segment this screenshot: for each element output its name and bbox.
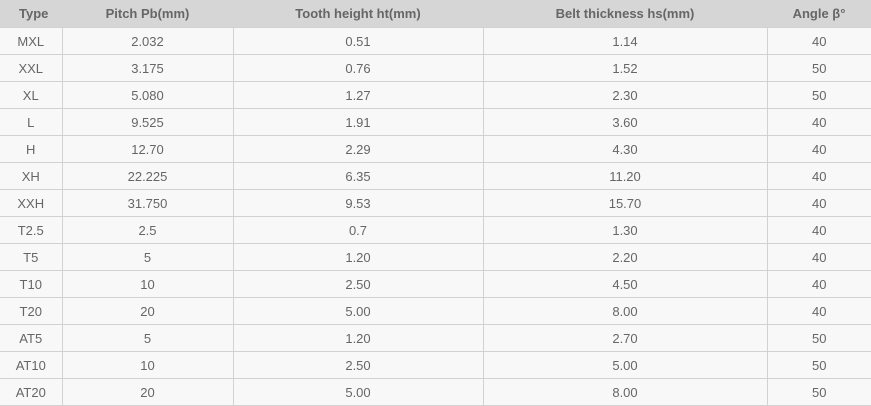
table-cell: XXH xyxy=(0,189,63,217)
column-header: Angle β° xyxy=(767,0,871,28)
table-cell: 40 xyxy=(766,243,871,271)
column-header: Belt thickness hs(mm) xyxy=(483,0,767,28)
table-cell: 40 xyxy=(766,135,871,163)
table-cell: 2.5 xyxy=(61,216,234,244)
table-cell: 40 xyxy=(766,108,871,136)
table-cell: 2.20 xyxy=(482,243,768,271)
table-cell: 50 xyxy=(766,378,871,406)
table-cell: 2.30 xyxy=(482,81,768,109)
table-cell: XH xyxy=(0,162,63,190)
table-cell: T2.5 xyxy=(0,216,63,244)
table-row: XXH 31.750 9.53 15.70 40 xyxy=(0,189,871,217)
table-cell: AT10 xyxy=(0,351,63,379)
table-row: XL 5.080 1.27 2.30 50 xyxy=(0,81,871,109)
table-cell: 50 xyxy=(766,324,871,352)
table-cell: T20 xyxy=(0,297,63,325)
table-cell: H xyxy=(0,135,63,163)
table-cell: 10 xyxy=(61,270,234,298)
table-cell: L xyxy=(0,108,63,136)
table-cell: 40 xyxy=(766,270,871,298)
table-cell: 2.70 xyxy=(482,324,768,352)
table-cell: 5.00 xyxy=(482,351,768,379)
table-cell: 2.032 xyxy=(61,27,234,55)
table-cell: XXL xyxy=(0,54,63,82)
table-cell: 2.50 xyxy=(232,351,484,379)
table-cell: MXL xyxy=(0,27,63,55)
table-cell: T10 xyxy=(0,270,63,298)
table-cell: XL xyxy=(0,81,63,109)
table-cell: 20 xyxy=(61,378,234,406)
table-cell: 4.30 xyxy=(482,135,768,163)
table-cell: 1.20 xyxy=(232,324,484,352)
table-row: T2.5 2.5 0.7 1.30 40 xyxy=(0,216,871,244)
table-row: XH 22.225 6.35 11.20 40 xyxy=(0,162,871,190)
table-row: AT5 5 1.20 2.70 50 xyxy=(0,324,871,352)
table-cell: 1.52 xyxy=(482,54,768,82)
table-cell: 1.30 xyxy=(482,216,768,244)
table-cell: 50 xyxy=(766,351,871,379)
table-cell: 10 xyxy=(61,351,234,379)
table-cell: 2.29 xyxy=(232,135,484,163)
table-row: H 12.70 2.29 4.30 40 xyxy=(0,135,871,163)
table-cell: AT5 xyxy=(0,324,63,352)
table-cell: 12.70 xyxy=(61,135,234,163)
table-cell: 22.225 xyxy=(61,162,234,190)
table-cell: 40 xyxy=(766,216,871,244)
table-cell: 1.20 xyxy=(232,243,484,271)
table-cell: 2.50 xyxy=(232,270,484,298)
table-row: AT10 10 2.50 5.00 50 xyxy=(0,351,871,379)
table-cell: 6.35 xyxy=(232,162,484,190)
table-cell: 0.51 xyxy=(232,27,484,55)
table-cell: 15.70 xyxy=(482,189,768,217)
table-cell: 40 xyxy=(766,297,871,325)
table-cell: 8.00 xyxy=(482,297,768,325)
table-row: L 9.525 1.91 3.60 40 xyxy=(0,108,871,136)
table-cell: 5 xyxy=(61,243,234,271)
table-cell: AT20 xyxy=(0,378,63,406)
table-cell: 4.50 xyxy=(482,270,768,298)
table-cell: 11.20 xyxy=(482,162,768,190)
table-cell: 5.00 xyxy=(232,297,484,325)
table-cell: 9.53 xyxy=(232,189,484,217)
table-row: MXL 2.032 0.51 1.14 40 xyxy=(0,27,871,55)
table-cell: 50 xyxy=(766,81,871,109)
table-cell: 31.750 xyxy=(61,189,234,217)
table-cell: 20 xyxy=(61,297,234,325)
table-row: T5 5 1.20 2.20 40 xyxy=(0,243,871,271)
table-cell: 40 xyxy=(766,162,871,190)
table-cell: 40 xyxy=(766,189,871,217)
table-cell: 50 xyxy=(766,54,871,82)
table-row: T20 20 5.00 8.00 40 xyxy=(0,297,871,325)
column-header: Pitch Pb(mm) xyxy=(62,0,233,28)
table-cell: 5.00 xyxy=(232,378,484,406)
table-cell: 0.76 xyxy=(232,54,484,82)
table-row: AT20 20 5.00 8.00 50 xyxy=(0,378,871,406)
table-cell: 40 xyxy=(766,27,871,55)
table-cell: 5 xyxy=(61,324,234,352)
header-row: Type Pitch Pb(mm) Tooth height ht(mm) Belt … xyxy=(0,0,871,28)
column-header: Type xyxy=(0,0,62,28)
table-cell: 1.91 xyxy=(232,108,484,136)
table-cell: 1.27 xyxy=(232,81,484,109)
table-cell: 5.080 xyxy=(61,81,234,109)
table-cell: T5 xyxy=(0,243,63,271)
column-header: Tooth height ht(mm) xyxy=(233,0,483,28)
table-cell: 3.175 xyxy=(61,54,234,82)
table-row: T10 10 2.50 4.50 40 xyxy=(0,270,871,298)
table-cell: 1.14 xyxy=(482,27,768,55)
table-row: XXL 3.175 0.76 1.52 50 xyxy=(0,54,871,82)
table-cell: 9.525 xyxy=(61,108,234,136)
table-cell: 0.7 xyxy=(232,216,484,244)
table-cell: 3.60 xyxy=(482,108,768,136)
table-cell: 8.00 xyxy=(482,378,768,406)
